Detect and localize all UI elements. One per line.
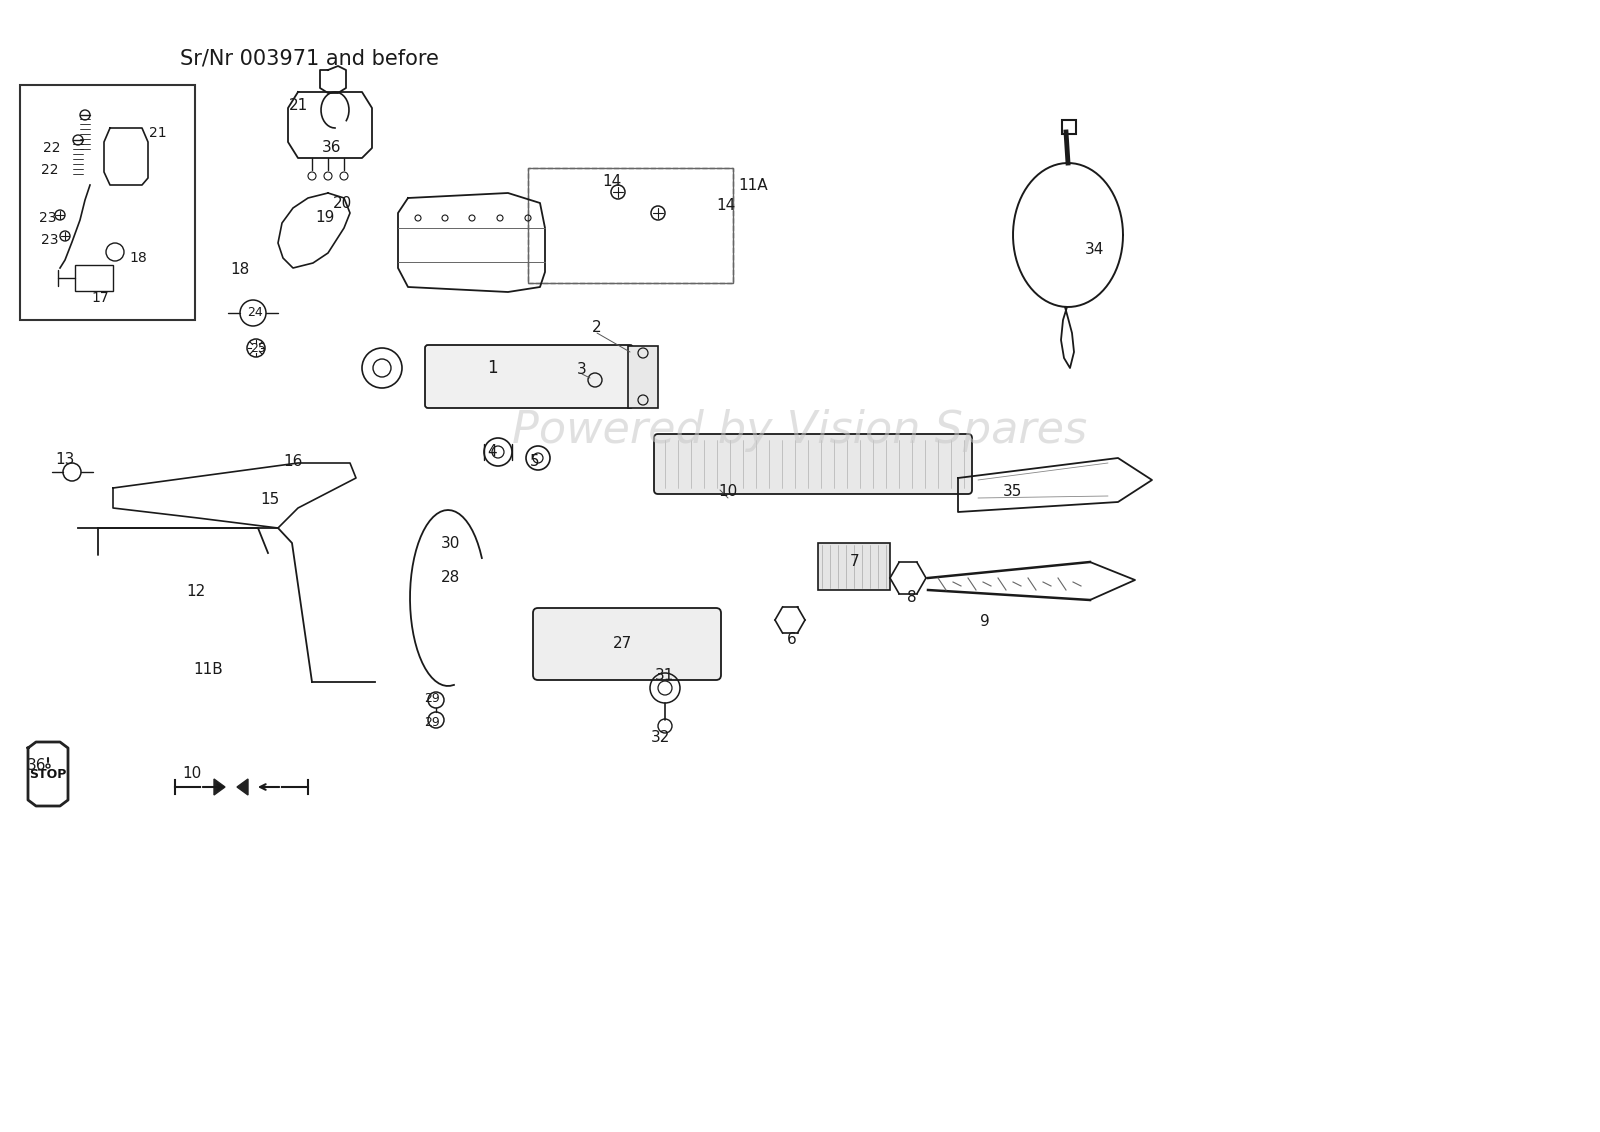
Text: 25: 25 <box>250 342 266 354</box>
Text: Powered by Vision Spares: Powered by Vision Spares <box>512 409 1088 452</box>
Text: 14: 14 <box>602 174 622 189</box>
Text: 4: 4 <box>486 445 498 460</box>
Text: STOP: STOP <box>29 767 67 780</box>
Bar <box>818 543 890 590</box>
Text: Sr/Nr 003971 and before: Sr/Nr 003971 and before <box>179 48 438 68</box>
Text: 14: 14 <box>717 197 736 213</box>
Text: 29: 29 <box>424 715 440 729</box>
Text: 11A: 11A <box>738 178 768 192</box>
Text: 3: 3 <box>578 362 587 377</box>
Text: 10: 10 <box>182 765 202 780</box>
Text: 30: 30 <box>440 535 459 550</box>
Text: 19: 19 <box>315 211 334 225</box>
Text: 17: 17 <box>91 291 109 305</box>
Text: 22: 22 <box>43 142 61 155</box>
Text: 9: 9 <box>981 615 990 629</box>
Polygon shape <box>237 779 248 795</box>
Text: 28: 28 <box>440 571 459 585</box>
Bar <box>75 265 114 291</box>
Text: 31: 31 <box>656 668 675 683</box>
Text: 34: 34 <box>1085 242 1104 257</box>
Text: 10: 10 <box>718 484 738 499</box>
Text: 15: 15 <box>261 492 280 507</box>
Text: 2: 2 <box>592 320 602 335</box>
Text: 20: 20 <box>333 196 352 211</box>
Polygon shape <box>214 779 226 795</box>
Text: 21: 21 <box>288 97 307 112</box>
Text: 23: 23 <box>40 211 56 225</box>
Text: 22: 22 <box>42 163 59 177</box>
Text: 1: 1 <box>486 359 498 377</box>
Text: 18: 18 <box>130 251 147 265</box>
Bar <box>19 85 195 320</box>
Text: 35: 35 <box>1002 484 1022 499</box>
Text: 32: 32 <box>650 730 670 746</box>
Text: 36: 36 <box>322 140 342 155</box>
Text: 13: 13 <box>56 453 75 468</box>
Text: 24: 24 <box>246 307 262 319</box>
Text: 5: 5 <box>530 455 539 470</box>
Text: 16: 16 <box>283 455 302 470</box>
Text: 18: 18 <box>230 263 250 277</box>
FancyBboxPatch shape <box>426 345 634 408</box>
Text: 29: 29 <box>424 692 440 704</box>
Text: 36: 36 <box>27 757 46 772</box>
Text: 7: 7 <box>850 555 859 569</box>
FancyBboxPatch shape <box>533 608 722 680</box>
Bar <box>528 168 733 283</box>
Text: 21: 21 <box>149 126 166 140</box>
Text: 6: 6 <box>787 633 797 648</box>
Text: 27: 27 <box>613 635 632 651</box>
Text: 8: 8 <box>907 591 917 606</box>
Text: 12: 12 <box>186 584 206 600</box>
FancyBboxPatch shape <box>654 434 973 494</box>
Text: 23: 23 <box>42 233 59 247</box>
Bar <box>1062 120 1075 134</box>
Text: 11B: 11B <box>194 662 222 677</box>
Bar <box>627 346 658 408</box>
Bar <box>528 168 733 283</box>
Polygon shape <box>29 741 67 806</box>
